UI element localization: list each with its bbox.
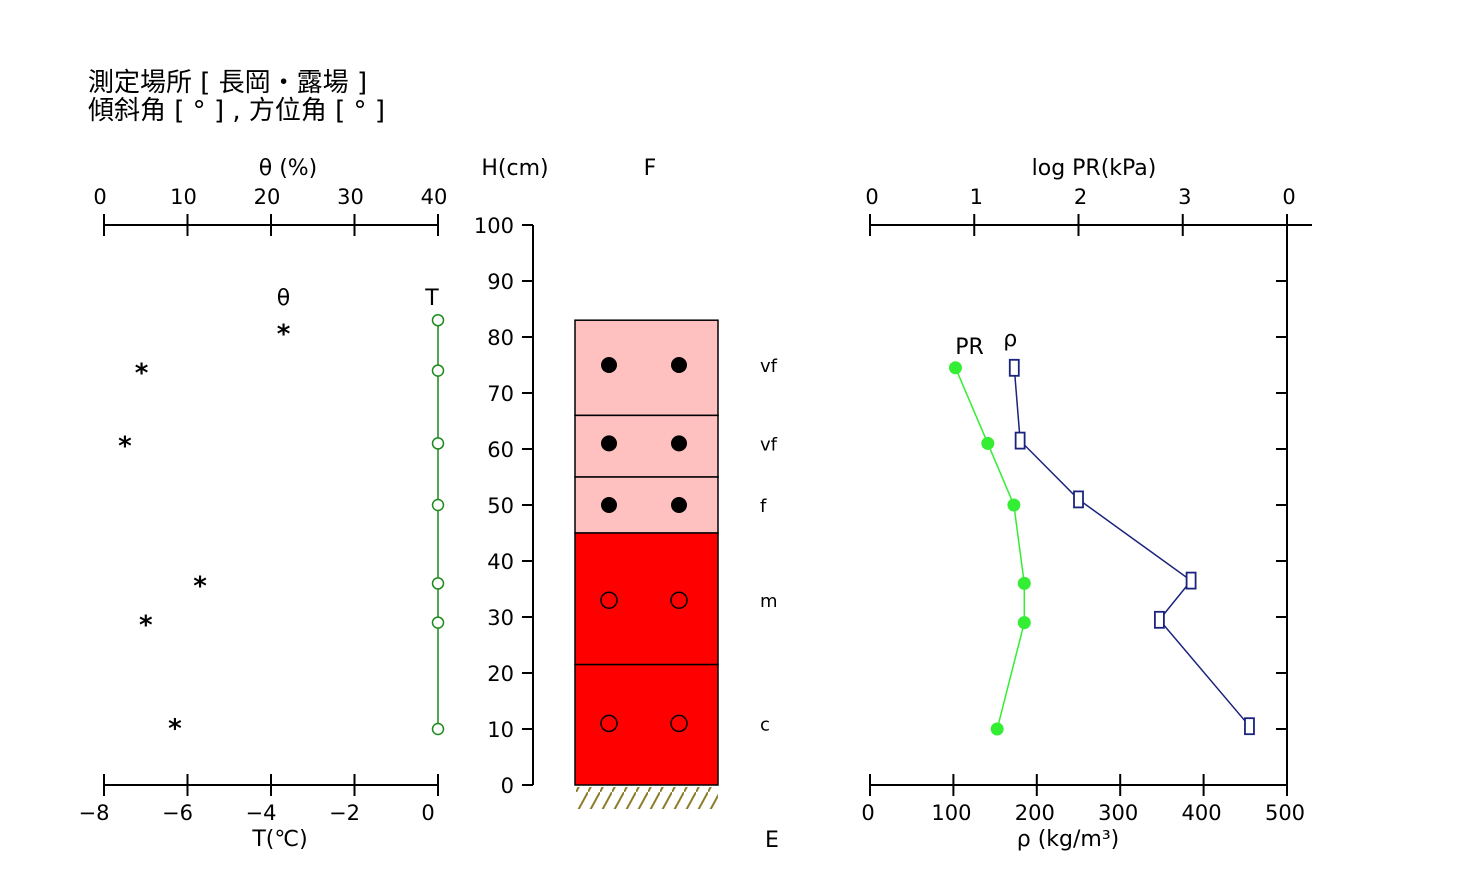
height-tick-label: 60 [487,438,514,462]
height-axis-title: H(cm) [481,156,548,181]
grain-shape-filled-circle [601,497,617,513]
log-pr-tick-label: 0 [865,185,878,209]
temperature-tick-label: −4 [246,801,277,825]
pr-series-label: PR [955,335,984,360]
density-point [1185,571,1197,590]
height-axis: H(cm) 0 10 20 30 40 50 60 70 80 90 100 [474,156,549,798]
temperature-point [431,437,445,450]
log-pr-tick-label: 1 [970,185,983,209]
density-tick-label: 400 [1182,801,1222,825]
density-tick-label: 200 [1015,801,1055,825]
height-tick-label: 50 [487,494,514,518]
pr-point [981,436,995,450]
theta-tick-label: 0 [93,185,106,209]
theta-temperature-panel: θ (%) T(℃) 0 10 20 30 40 −8 −6 −4 −2 0 θ T * * * * * * [79,156,448,852]
grain-shape-open-circle [600,714,618,733]
density-line [1013,367,1251,727]
theta-point: * [118,431,132,461]
density-tick-label: 300 [1098,801,1138,825]
density-point [1073,490,1084,509]
temperature-point [431,313,445,327]
temperature-point [431,364,445,377]
theta-point: * [135,359,149,389]
log-pr-axis-title: log PR(kPa) [1032,156,1157,181]
temperature-series-label: T [424,286,439,311]
grain-shape-open-circle [670,591,688,609]
grain-shape-filled-circle [671,357,687,373]
snow-layer [574,319,719,417]
theta-point: * [168,714,182,744]
density-point [1153,610,1165,629]
density-tick-label: 0 [861,801,874,825]
grain-shape-filled-circle [671,435,687,452]
snow-layer [574,414,719,478]
height-tick-label: 70 [487,382,514,406]
height-tick-label: 90 [487,270,514,294]
snow-stratigraphy: F E vf vf f m c [574,156,779,853]
grain-size-label: c [760,714,770,735]
pr-density-panel: log PR(kPa) ρ (kg/m³) 0 1 2 3 00 100 200 300 400… [861,156,1312,852]
theta-tick-label: 40 [421,185,448,209]
height-tick-label: 0 [501,774,514,798]
ground-hatch [576,787,718,809]
density-point [1014,431,1026,450]
theta-axis-title: θ (%) [259,156,318,181]
grain-shape-open-circle [670,714,688,733]
grain-size-label: f [760,496,767,517]
pr-point [1017,576,1031,590]
grain-shape-filled-circle [601,435,617,452]
log-pr-tick-label: 2 [1074,185,1087,209]
temperature-tick-label: −8 [79,801,110,825]
grain-size-label: vf [760,434,778,455]
temperature-axis-title: T(℃) [251,827,307,852]
pr-line [954,367,1026,730]
snow-layer [574,532,719,666]
density-point [1244,717,1255,736]
grain-shape-filled-circle [601,357,617,373]
ground-label: E [765,828,779,853]
theta-tick-label: 10 [170,185,197,209]
density-tick-label: 100 [931,801,971,825]
pr-point [990,722,1004,736]
theta-series-label: θ [277,286,290,311]
density-tick-label: 500 [1265,801,1305,825]
grain-size-label: vf [760,356,778,377]
snow-layer [574,663,719,786]
height-tick-label: 10 [487,718,514,742]
grain-shape-filled-circle [671,497,687,513]
height-tick-label: 100 [474,214,514,238]
theta-point: * [139,611,153,641]
temperature-point [431,616,445,629]
snow-layer [574,476,719,534]
log-pr-tick-label: 0 [1282,185,1295,209]
log-pr-tick-label: 3 [1178,185,1191,209]
density-series-label: ρ [1003,327,1017,352]
temperature-tick-label: −2 [329,801,360,825]
density-axis-title: ρ (kg/m³) [1017,827,1120,852]
grain-size-label: m [760,591,778,612]
pr-point [1017,616,1031,630]
theta-point: * [193,571,207,601]
temperature-tick-label: 0 [421,801,434,825]
temperature-tick-label: −6 [162,801,193,825]
density-point [1008,358,1020,377]
slope-aspect-line: 傾斜角 [ ° ] , 方位角 [ ° ] [88,96,385,126]
height-tick-label: 40 [487,550,514,574]
theta-tick-label: 20 [254,185,281,209]
grain-shape-open-circle [600,591,618,609]
height-tick-label: 30 [487,606,514,630]
theta-tick-label: 30 [337,185,364,209]
temperature-point [431,498,445,512]
temperature-point [431,722,445,736]
site-title: 測定場所 [ 長岡・露場 ] [88,68,367,98]
theta-point: * [277,319,291,349]
pr-point [948,361,962,375]
height-tick-label: 80 [487,326,514,350]
grain-header-label: F [644,156,657,181]
temperature-point [431,577,445,590]
pr-point [1007,498,1021,512]
height-tick-label: 20 [487,662,514,686]
